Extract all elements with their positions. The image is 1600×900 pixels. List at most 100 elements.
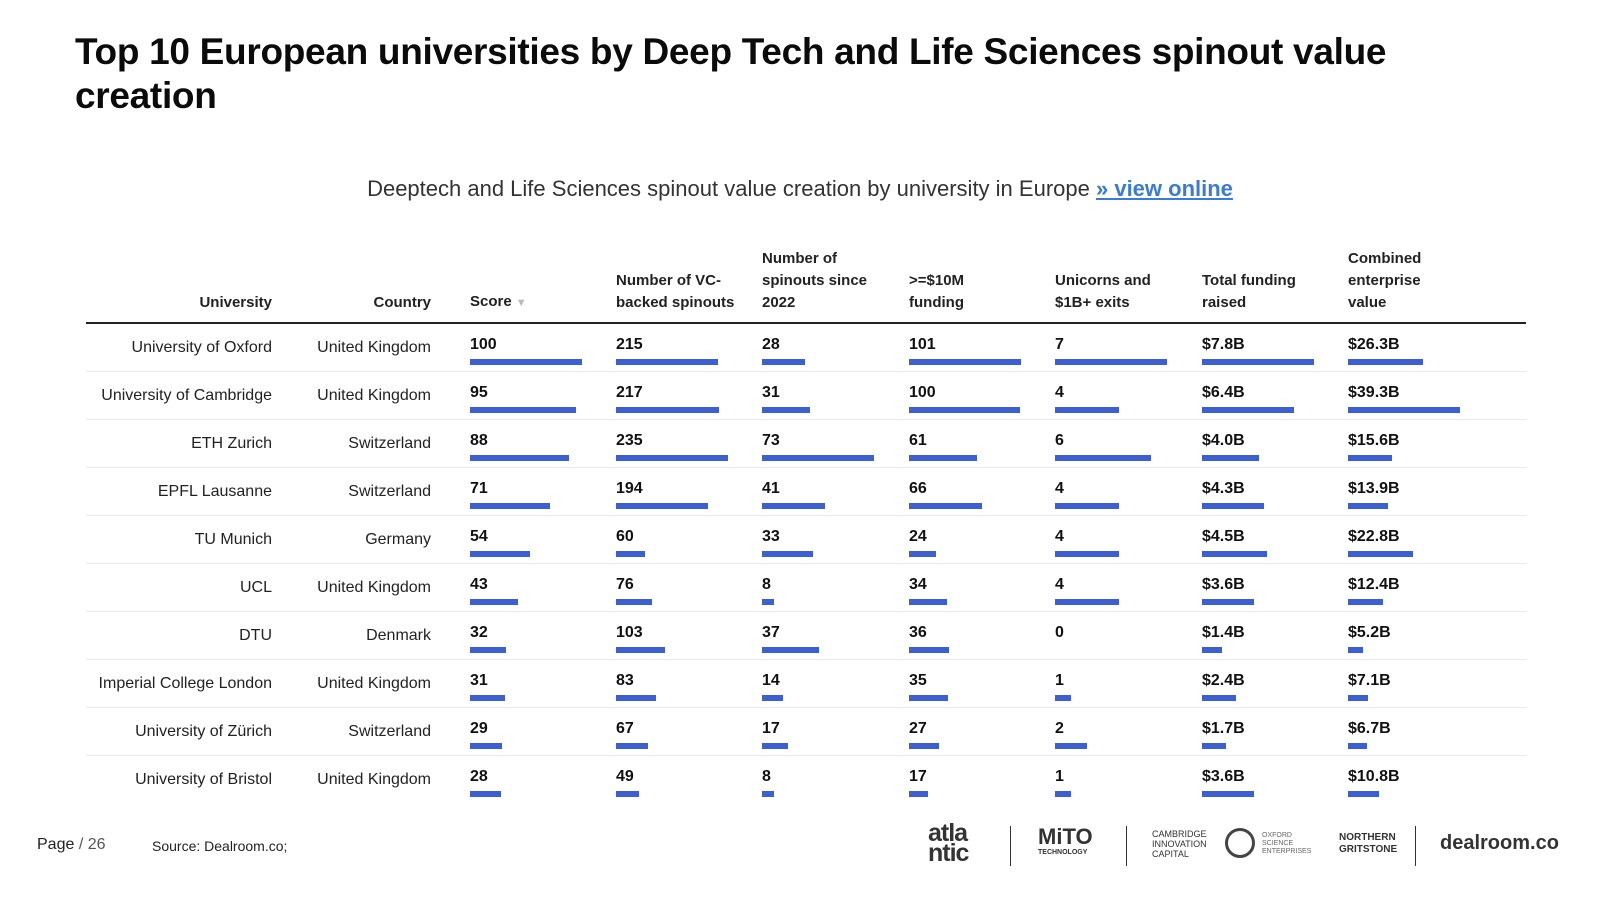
total_funding-bar	[1202, 599, 1254, 605]
atlantic-logo: atla ntic	[928, 821, 969, 867]
page-title: Top 10 European universities by Deep Tec…	[75, 31, 1387, 116]
funding10m-bar	[909, 695, 948, 701]
header-total-funding[interactable]: Total funding raised	[1202, 272, 1296, 311]
total_funding-value: $1.7B	[1202, 720, 1245, 737]
university-name: University of Bristol	[135, 771, 272, 788]
since2022-value: 73	[762, 432, 780, 449]
mito-logo-sub: TECHNOLOGY	[1038, 849, 1088, 856]
score-bar	[470, 599, 519, 605]
score-bar	[470, 551, 531, 557]
table-row: University of Oxford United Kingdom 100 215…	[86, 324, 1526, 372]
header-country[interactable]: Country	[373, 294, 432, 311]
university-name: EPFL Lausanne	[157, 483, 272, 500]
total_funding-value: $6.4B	[1202, 384, 1245, 401]
header-score[interactable]: Score ▼	[470, 291, 527, 314]
funding10m-bar	[909, 503, 983, 509]
score-value: 32	[470, 624, 488, 641]
oxford-science-enterprises-icon	[1225, 828, 1255, 858]
funding10m-bar	[909, 599, 947, 605]
country-name: Switzerland	[348, 723, 431, 740]
funding10m-bar	[909, 359, 1021, 365]
funding10m-bar	[909, 407, 1020, 413]
score-value: 95	[470, 384, 488, 401]
ev-bar	[1348, 407, 1460, 413]
country-name: Switzerland	[348, 483, 431, 500]
unicorns-bar	[1055, 359, 1167, 365]
ev-value: $13.9B	[1348, 480, 1400, 497]
total_funding-value: $4.5B	[1202, 528, 1245, 545]
logo-divider	[1415, 826, 1416, 866]
view-online-link[interactable]: » view online	[1095, 176, 1233, 201]
since2022-value: 14	[762, 672, 780, 689]
university-name: UCL	[239, 579, 272, 596]
spinouts-bar	[616, 359, 719, 365]
university-name: ETH Zurich	[191, 435, 272, 452]
spinouts-value: 217	[616, 384, 643, 401]
spinouts-value: 60	[616, 528, 634, 545]
funding10m-value: 36	[909, 624, 927, 641]
score-value: 29	[470, 720, 488, 737]
ng-logo-line2: GRITSTONE	[1339, 844, 1398, 855]
since2022-value: 8	[762, 768, 771, 785]
funding10m-bar	[909, 743, 939, 749]
table-row: ETH Zurich Switzerland 88 235 73 61 6 $4.0B $15.…	[86, 420, 1526, 468]
since2022-bar	[762, 407, 810, 413]
funding10m-value: 61	[909, 432, 927, 449]
funding10m-value: 34	[909, 576, 927, 593]
page-label: Page	[37, 836, 75, 853]
total_funding-bar	[1202, 791, 1254, 797]
header-since2022[interactable]: Number of spinouts since 2022	[762, 250, 868, 311]
since2022-bar	[762, 647, 819, 653]
ev-bar	[1348, 599, 1384, 605]
unicorns-bar	[1055, 455, 1151, 461]
header-unicorns[interactable]: Unicorns and $1B+ exits	[1055, 272, 1151, 311]
spinouts-value: 76	[616, 576, 634, 593]
source-note: Source: Dealroom.co;	[152, 838, 288, 854]
unicorns-value: 7	[1055, 336, 1064, 353]
table-row: University of Cambridge United Kingdom 95 2…	[86, 372, 1526, 420]
unicorns-value: 0	[1055, 624, 1064, 641]
atlantic-logo-line2: ntic	[928, 839, 969, 867]
country-name: United Kingdom	[317, 771, 431, 788]
total_funding-bar	[1202, 407, 1294, 413]
score-bar	[470, 695, 505, 701]
total_funding-bar	[1202, 743, 1227, 749]
since2022-bar	[762, 743, 789, 749]
total_funding-value: $1.4B	[1202, 624, 1245, 641]
funding10m-bar	[909, 647, 949, 653]
score-bar	[470, 791, 502, 797]
header-enterprise-value[interactable]: Combined enterprise value	[1348, 250, 1422, 311]
sort-down-icon[interactable]: ▼	[515, 297, 527, 309]
score-bar	[470, 503, 550, 509]
since2022-value: 28	[762, 336, 780, 353]
ose-logo-line2: SCIENCE	[1262, 840, 1294, 847]
unicorns-value: 6	[1055, 432, 1064, 449]
total_funding-value: $4.0B	[1202, 432, 1245, 449]
unicorns-value: 1	[1055, 672, 1064, 689]
dealroom-logo: dealroom.co	[1440, 832, 1559, 854]
funding10m-value: 35	[909, 672, 927, 689]
header-funding10m[interactable]: >=$10M funding	[909, 272, 965, 311]
spinouts-bar	[616, 503, 709, 509]
unicorns-bar	[1055, 503, 1119, 509]
since2022-bar	[762, 455, 874, 461]
mito-logo: MiTO TECHNOLOGY	[1038, 826, 1093, 858]
ev-bar	[1348, 695, 1369, 701]
spinouts-value: 67	[616, 720, 634, 737]
unicorns-bar	[1055, 599, 1119, 605]
logo-divider	[1126, 826, 1127, 866]
since2022-bar	[762, 791, 775, 797]
northern-gritstone-logo: NORTHERN GRITSTONE	[1339, 832, 1397, 856]
header-university[interactable]: University	[199, 294, 272, 311]
table-row: EPFL Lausanne Switzerland 71 194 41 66 4 $4.3B $…	[86, 468, 1526, 516]
oxford-science-enterprises-logo: OXFORD SCIENCE ENTERPRISES	[1262, 832, 1311, 856]
header-spinouts[interactable]: Number of VC-backed spinouts	[616, 272, 735, 311]
ev-bar	[1348, 359, 1423, 365]
funding10m-bar	[909, 791, 928, 797]
spinouts-value: 103	[616, 624, 643, 641]
total_funding-bar	[1202, 359, 1314, 365]
unicorns-bar	[1055, 551, 1119, 557]
total_funding-value: $4.3B	[1202, 480, 1245, 497]
total_funding-bar	[1202, 695, 1237, 701]
ev-value: $39.3B	[1348, 384, 1400, 401]
